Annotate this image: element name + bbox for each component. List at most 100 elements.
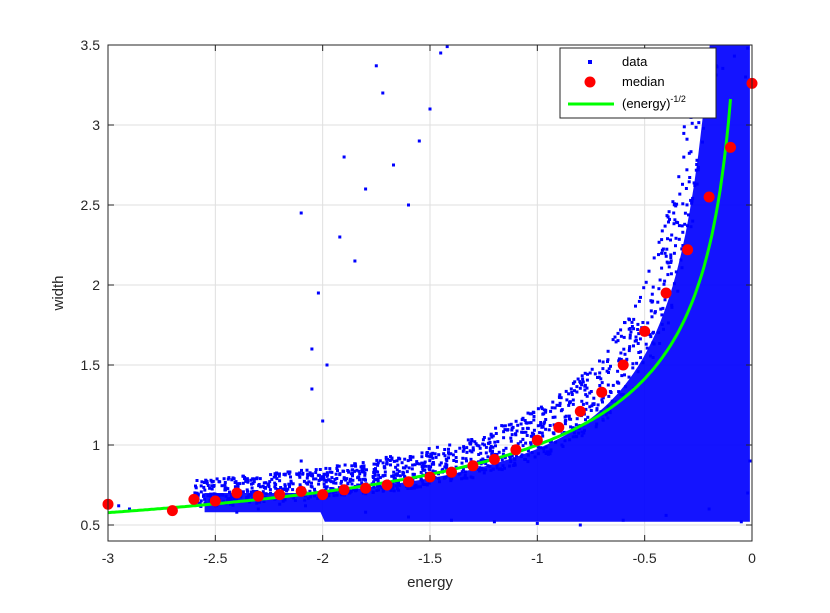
data-point [687,151,691,155]
data-point [342,155,346,159]
data-point [608,409,612,413]
data-point [481,438,485,442]
data-point [580,434,584,438]
data-point [489,444,493,448]
data-point [663,298,667,302]
data-point [404,464,408,468]
data-point [616,339,620,343]
data-point [666,215,670,219]
data-point [484,462,488,466]
data-point [252,477,256,481]
data-point [568,438,572,442]
x-tick-label: 0 [748,550,756,566]
data-point [323,485,327,489]
median-marker [703,191,715,203]
data-point [335,464,339,468]
data-point [325,471,329,475]
data-point [573,380,577,384]
data-point [231,476,235,480]
data-point [658,342,662,345]
data-point [677,224,681,228]
x-tick-label: -3 [102,550,115,566]
data-point [357,469,361,473]
data-point [460,477,464,481]
data-point [360,470,364,474]
data-point [353,469,357,473]
data-point [333,477,337,481]
data-point [581,380,585,384]
data-point [701,140,704,144]
data-point [288,483,292,486]
data-point [524,441,528,445]
data-point [639,356,643,360]
data-point [597,375,601,379]
data-point [636,328,640,331]
data-point [630,325,634,328]
data-point [298,483,302,487]
data-point [463,473,467,477]
data-point [431,456,435,460]
data-point [226,497,230,501]
data-point [687,180,691,184]
data-point [335,493,339,497]
data-point [250,486,254,490]
data-point [648,333,652,337]
data-point [546,452,550,456]
data-point [539,421,543,424]
data-point [661,306,665,310]
data-point [513,461,517,465]
data-point [445,459,449,463]
data-point [382,488,386,492]
data-point [458,472,462,476]
data-point [469,475,473,479]
data-point [519,455,523,458]
data-point [342,469,346,473]
data-point [195,491,199,495]
data-point [209,492,213,496]
data-point [621,518,625,522]
data-point [346,481,350,485]
data-point [583,384,587,388]
data-point [261,484,265,488]
data-point [486,464,490,468]
data-point [631,362,635,366]
data-point [297,473,301,477]
data-point [685,137,689,141]
data-point [628,345,632,349]
data-point [224,486,228,490]
data-point [377,488,380,492]
data-point [199,499,203,503]
data-point [412,486,416,490]
data-point [461,456,465,460]
data-point [442,452,446,456]
data-point [527,421,531,425]
data-point [483,468,487,472]
data-point [558,393,562,397]
data-point [669,259,673,263]
data-point [559,396,563,400]
data-point [411,472,415,476]
data-point [374,469,378,473]
data-point [585,401,589,405]
data-point [637,332,641,336]
data-point [575,385,579,389]
x-axis-label: energy [407,574,453,591]
data-point [486,455,490,459]
data-point [246,489,249,493]
data-point [413,463,417,467]
data-point [573,389,576,393]
data-point [395,459,399,463]
data-point [660,266,664,270]
data-point [650,292,654,296]
data-point [415,462,419,466]
data-point [362,464,366,468]
data-point [389,463,392,467]
data-point [381,91,385,95]
data-point [509,439,513,443]
data-point [356,483,360,487]
data-point [548,452,552,456]
data-point [407,515,410,519]
data-point [234,480,238,484]
data-point [514,419,518,423]
